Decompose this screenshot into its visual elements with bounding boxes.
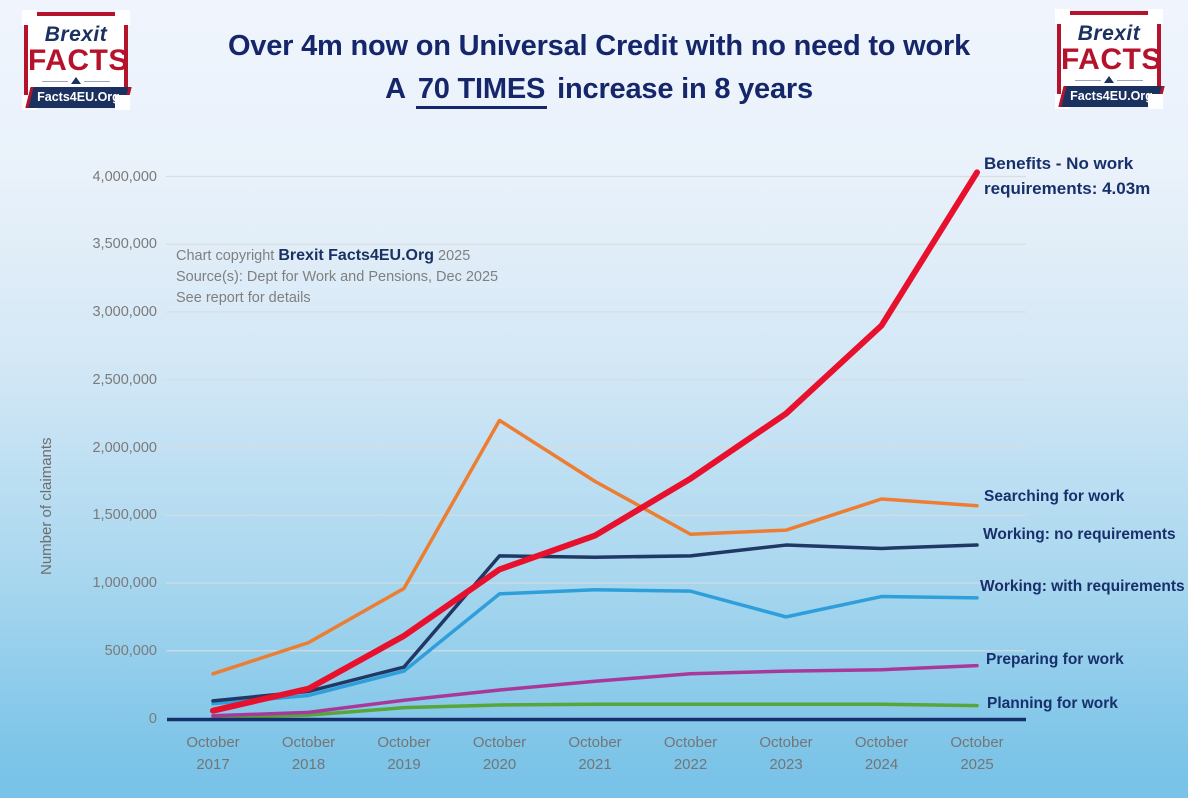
logo-banner: Facts4EU.Org bbox=[1058, 85, 1165, 107]
x-tick-label: October 2021 bbox=[568, 734, 622, 773]
y-tick-label: 4,000,000 bbox=[92, 168, 157, 185]
y-tick-label: 1,500,000 bbox=[92, 507, 157, 524]
series-line-working-no-req bbox=[211, 543, 979, 703]
y-tick-label: 0 bbox=[148, 710, 157, 727]
series-line-working-with-req bbox=[211, 588, 979, 706]
chart-annotation: Chart copyright Brexit Facts4EU.Org 2025… bbox=[176, 245, 498, 309]
series-label-planning-for-work: Planning for work bbox=[987, 695, 1118, 712]
x-tick-label: October 2025 bbox=[950, 734, 1004, 773]
title-emphasis: 70 TIMES bbox=[415, 73, 548, 109]
logo-word-facts: FACTS bbox=[28, 44, 129, 77]
x-tick-label: October 2020 bbox=[472, 734, 527, 773]
series-line-planning bbox=[211, 702, 979, 720]
brexit-facts4eu-logo: Brexit FACTS Facts4EU.Org bbox=[22, 10, 132, 110]
series-line-searching bbox=[211, 418, 979, 676]
x-tick-label: October 2024 bbox=[854, 734, 909, 773]
x-tick-label: October 2022 bbox=[663, 734, 718, 773]
logo-frame: Brexit FACTS Facts4EU.Org bbox=[1055, 15, 1165, 109]
series-label-working-no-requirements: Working: no requirements bbox=[983, 526, 1176, 543]
copyright-prefix: Chart copyright bbox=[176, 248, 275, 264]
series-label-preparing-for-work: Preparing for work bbox=[986, 651, 1124, 668]
logo-word-facts: FACTS bbox=[1061, 43, 1162, 76]
y-tick-label: 2,500,000 bbox=[92, 371, 157, 388]
series-line-preparing bbox=[211, 663, 979, 718]
logo-word-brexit: Brexit bbox=[1077, 22, 1141, 45]
title-prefix: A bbox=[385, 73, 406, 105]
series-label-searching-for-work: Searching for work bbox=[984, 488, 1125, 505]
x-tick-label: October 2018 bbox=[281, 734, 336, 773]
copyright-brand: Brexit Facts4EU.Org bbox=[278, 247, 434, 264]
brexit-facts4eu-logo: Brexit FACTS Facts4EU.Org bbox=[1055, 9, 1165, 109]
x-tick-label: October 2019 bbox=[377, 734, 431, 773]
y-axis-tick-labels: 0 500,000 1,000,000 1,500,000 2,000,000 2,500… bbox=[37, 0, 157, 798]
series-label-working-with-requirements: Working: with requirements bbox=[980, 578, 1185, 595]
title-line-1: Over 4m now on Universal Credit with no … bbox=[227, 30, 971, 62]
y-axis-title: Number of claimants bbox=[38, 437, 55, 575]
title-line-2: A 70 TIMES increase in 8 years bbox=[134, 73, 1064, 109]
logo-divider bbox=[1075, 75, 1143, 84]
logo-frame: Brexit FACTS Facts4EU.Org bbox=[22, 16, 132, 110]
x-tick-label: October 2017 bbox=[186, 734, 240, 773]
page-title: Over 4m now on Universal Credit with no … bbox=[134, 30, 1064, 109]
series-label-benefits-no-work: Benefits - No work requirements: 4.03m bbox=[984, 154, 1151, 198]
logo-divider bbox=[42, 76, 110, 85]
copyright-year: 2025 bbox=[438, 248, 471, 264]
y-tick-label: 3,000,000 bbox=[92, 304, 157, 320]
y-tick-label: 1,000,000 bbox=[92, 575, 157, 591]
y-tick-label: 500,000 bbox=[104, 642, 157, 659]
copyright-line: Chart copyright Brexit Facts4EU.Org 2025 bbox=[176, 245, 498, 267]
x-tick-label: October 2023 bbox=[759, 734, 813, 773]
triangle-icon bbox=[71, 76, 81, 84]
title-suffix: increase in 8 years bbox=[557, 73, 813, 105]
logo-word-brexit: Brexit bbox=[44, 23, 108, 46]
y-tick-label: 2,000,000 bbox=[92, 439, 157, 456]
x-axis-tick-labels: October 2017 October 2018 October 2019 October… bbox=[0, 732, 1188, 782]
report-note-line: See report for details bbox=[176, 290, 311, 306]
triangle-icon bbox=[1104, 75, 1114, 83]
y-tick-label: 3,500,000 bbox=[92, 236, 157, 253]
source-line: Source(s): Dept for Work and Pensions, D… bbox=[176, 269, 499, 285]
